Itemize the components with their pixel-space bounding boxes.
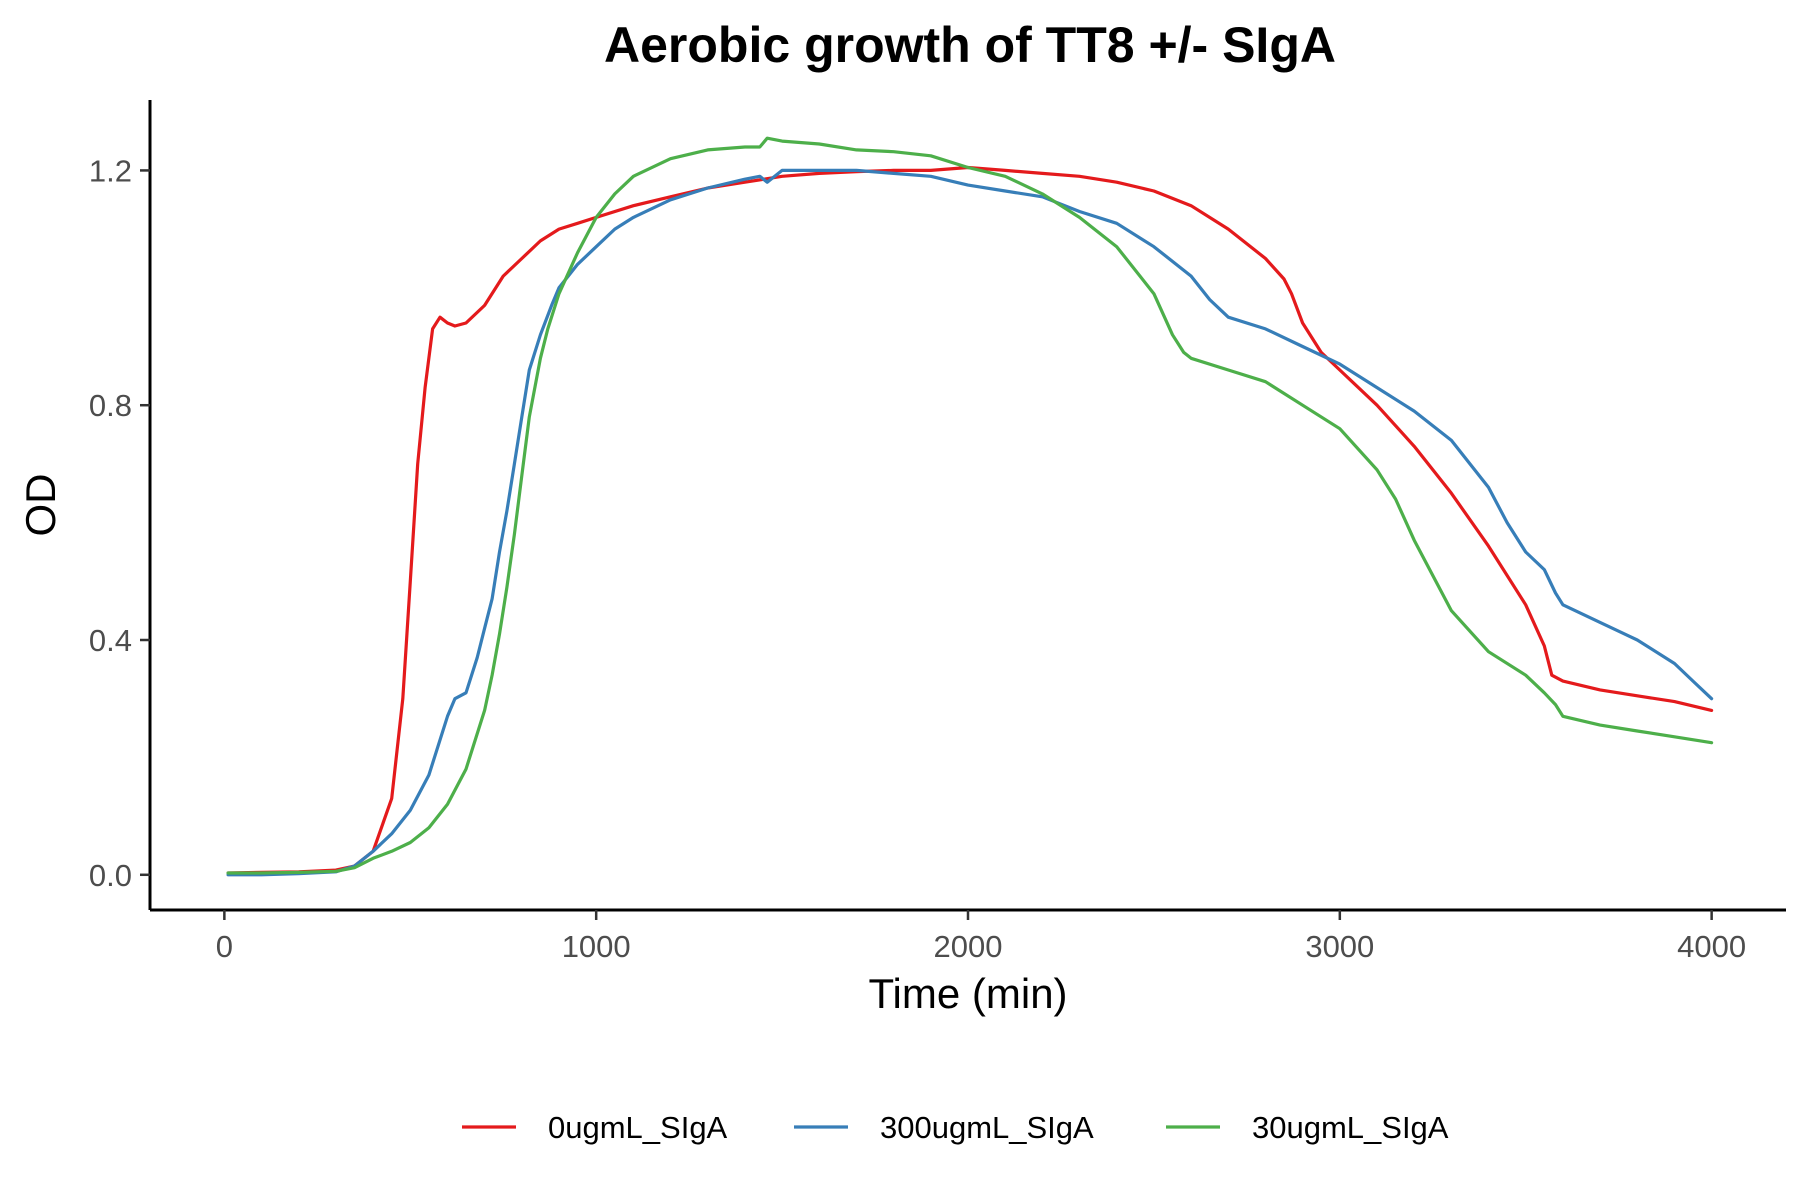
series-line-0ugmL_SIgA xyxy=(226,165,1714,875)
x-tick-label: 4000 xyxy=(1677,929,1746,964)
legend: 0ugmL_SIgA 300ugmL_SIgA 30ugmL_SIgA xyxy=(462,1110,1449,1145)
plot-area: 0 1000 2000 3000 4000 0.0 0.4 0.8 1.2 xyxy=(89,100,1786,964)
x-axis-ticks: 0 1000 2000 3000 4000 xyxy=(216,910,1746,964)
y-tick-label: 1.2 xyxy=(89,153,132,188)
y-tick-label: 0.8 xyxy=(89,388,132,423)
x-axis-title: Time (min) xyxy=(868,970,1067,1017)
y-axis-title: OD xyxy=(17,474,64,537)
x-tick-label: 3000 xyxy=(1305,929,1374,964)
y-tick-label: 0.4 xyxy=(89,623,132,658)
x-tick-label: 1000 xyxy=(562,929,631,964)
legend-label: 0ugmL_SIgA xyxy=(548,1110,728,1145)
y-axis-ticks: 0.0 0.4 0.8 1.2 xyxy=(89,153,150,893)
x-tick-label: 0 xyxy=(216,929,233,964)
series-line-30ugmL_SIgA xyxy=(226,136,1714,875)
y-tick-label: 0.0 xyxy=(89,858,132,893)
x-tick-label: 2000 xyxy=(934,929,1003,964)
chart-title: Aerobic growth of TT8 +/- SIgA xyxy=(604,17,1336,73)
series-group xyxy=(226,136,1714,877)
legend-label: 300ugmL_SIgA xyxy=(880,1110,1094,1145)
series-line-300ugmL_SIgA xyxy=(226,168,1714,877)
legend-label: 30ugmL_SIgA xyxy=(1252,1110,1449,1145)
